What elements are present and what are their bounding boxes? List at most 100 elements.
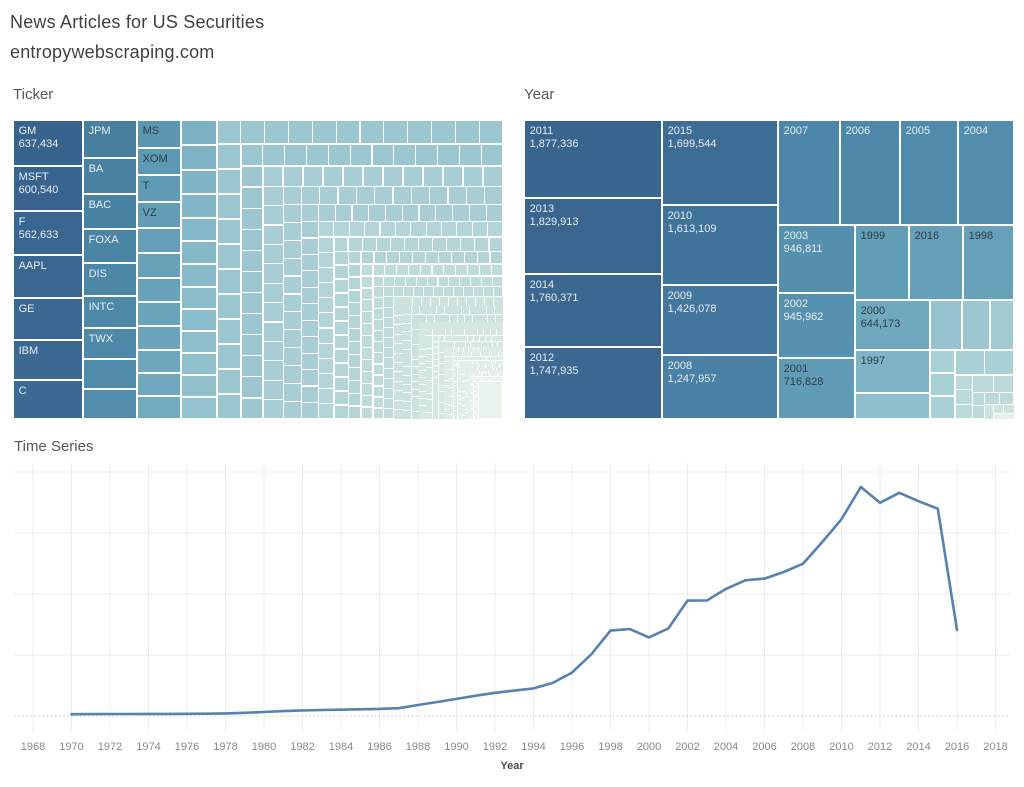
treemap-cell[interactable] xyxy=(457,314,465,322)
treemap-cell-2001[interactable]: 2001 716,828 xyxy=(778,358,855,419)
treemap-cell[interactable] xyxy=(470,408,474,411)
treemap-cell[interactable] xyxy=(473,287,483,297)
treemap-cell[interactable] xyxy=(464,371,468,374)
treemap-cell[interactable] xyxy=(241,272,263,292)
treemap-cell[interactable] xyxy=(241,377,263,398)
treemap-cell[interactable] xyxy=(448,186,466,204)
treemap-cell[interactable] xyxy=(473,381,476,384)
treemap-cell[interactable] xyxy=(411,186,430,204)
treemap-cell[interactable] xyxy=(470,306,478,314)
treemap-cell[interactable] xyxy=(444,380,449,386)
treemap-cell[interactable] xyxy=(334,391,348,405)
treemap-cell[interactable] xyxy=(930,350,955,373)
treemap-cell[interactable] xyxy=(489,351,494,357)
treemap-cell[interactable] xyxy=(480,367,484,371)
treemap-cell[interactable] xyxy=(473,379,476,382)
treemap-cell[interactable] xyxy=(470,411,474,414)
treemap-cell[interactable] xyxy=(487,379,490,382)
treemap-cell[interactable] xyxy=(384,348,394,358)
treemap-cell[interactable] xyxy=(478,306,486,314)
treemap-cell[interactable] xyxy=(478,381,503,419)
treemap-cell[interactable] xyxy=(403,401,411,410)
treemap-cell[interactable] xyxy=(439,297,448,306)
treemap-cell[interactable] xyxy=(384,368,394,378)
treemap-cell[interactable] xyxy=(426,329,433,336)
treemap-cell[interactable] xyxy=(448,369,454,374)
treemap-cell[interactable] xyxy=(263,361,283,380)
treemap-cell[interactable] xyxy=(491,264,503,276)
treemap-cell[interactable] xyxy=(453,402,458,407)
treemap-cell[interactable] xyxy=(438,385,444,391)
treemap-cell-msft[interactable]: MSFT 600,540 xyxy=(13,166,83,211)
treemap-cell[interactable] xyxy=(461,415,465,419)
treemap-cell[interactable] xyxy=(394,287,404,297)
treemap-cell[interactable] xyxy=(486,356,491,361)
treemap-cell[interactable] xyxy=(137,253,181,278)
treemap-cell[interactable] xyxy=(476,401,479,404)
treemap-cell[interactable] xyxy=(394,381,403,391)
treemap-cell[interactable] xyxy=(384,388,394,399)
treemap-cell[interactable] xyxy=(374,251,387,264)
treemap-cell[interactable] xyxy=(283,401,301,419)
treemap-cell[interactable] xyxy=(361,360,373,371)
treemap-cell[interactable] xyxy=(468,347,474,352)
treemap-cell[interactable] xyxy=(473,384,476,387)
treemap-cell[interactable] xyxy=(439,329,445,336)
treemap-cell[interactable] xyxy=(348,355,361,367)
treemap-cell[interactable] xyxy=(432,371,439,377)
treemap-cell[interactable] xyxy=(468,380,471,383)
treemap-cell[interactable] xyxy=(461,356,466,361)
treemap-cell[interactable] xyxy=(476,385,479,388)
treemap-cell[interactable] xyxy=(416,144,437,166)
treemap-cell-2012[interactable]: 2012 1,747,935 xyxy=(524,347,662,419)
treemap-cell[interactable] xyxy=(445,306,453,314)
treemap-cell[interactable] xyxy=(414,287,424,297)
treemap-cell[interactable] xyxy=(1004,405,1014,413)
treemap-cell[interactable] xyxy=(361,371,373,383)
treemap-cell[interactable] xyxy=(457,399,462,404)
treemap-cell[interactable] xyxy=(442,222,457,237)
treemap-cell[interactable] xyxy=(461,388,465,392)
treemap-cell-xom[interactable]: XOM xyxy=(137,148,181,175)
treemap-cell[interactable] xyxy=(457,222,472,237)
treemap-cell[interactable] xyxy=(457,407,462,411)
treemap-cell[interactable] xyxy=(348,303,361,316)
treemap-cell[interactable] xyxy=(241,144,263,166)
treemap-cell[interactable] xyxy=(973,406,985,419)
treemap-cell-2015[interactable]: 2015 1,699,544 xyxy=(662,120,778,205)
treemap-cell[interactable] xyxy=(348,329,361,341)
treemap-cell[interactable] xyxy=(394,372,403,381)
treemap-cell[interactable] xyxy=(384,287,394,297)
treemap-cell[interactable] xyxy=(319,267,334,282)
treemap-cell[interactable] xyxy=(480,351,485,357)
treemap-cell[interactable] xyxy=(464,409,468,413)
treemap-cell-ms[interactable]: MS xyxy=(137,120,181,148)
treemap-cell[interactable] xyxy=(432,353,439,360)
treemap-cell[interactable] xyxy=(464,377,468,381)
treemap-cell[interactable] xyxy=(990,300,1014,350)
treemap-cell[interactable] xyxy=(498,351,503,357)
treemap-cell[interactable] xyxy=(499,364,503,368)
treemap-cell[interactable] xyxy=(463,166,483,186)
treemap-cell[interactable] xyxy=(348,367,361,380)
treemap-cell[interactable] xyxy=(181,120,217,145)
treemap-cell[interactable] xyxy=(419,357,426,364)
treemap-cell-bac[interactable]: BAC xyxy=(83,194,137,229)
treemap-cell[interactable] xyxy=(302,320,318,337)
treemap-cell[interactable] xyxy=(334,363,348,377)
treemap-cell[interactable] xyxy=(263,400,283,419)
treemap-cell[interactable] xyxy=(348,393,361,406)
treemap-cell[interactable] xyxy=(973,375,993,392)
treemap-cell[interactable] xyxy=(473,335,480,342)
treemap-cell[interactable] xyxy=(334,279,348,293)
treemap-cell[interactable] xyxy=(419,322,426,329)
treemap-cell[interactable] xyxy=(496,364,500,368)
treemap-cell[interactable] xyxy=(458,351,463,357)
treemap-cell[interactable] xyxy=(137,326,181,350)
treemap-cell[interactable] xyxy=(444,395,449,400)
treemap-cell[interactable] xyxy=(285,144,306,166)
treemap-cell[interactable] xyxy=(457,368,462,372)
treemap-cell[interactable] xyxy=(348,277,361,290)
treemap-cell[interactable] xyxy=(394,344,403,353)
treemap-cell[interactable] xyxy=(471,367,475,371)
